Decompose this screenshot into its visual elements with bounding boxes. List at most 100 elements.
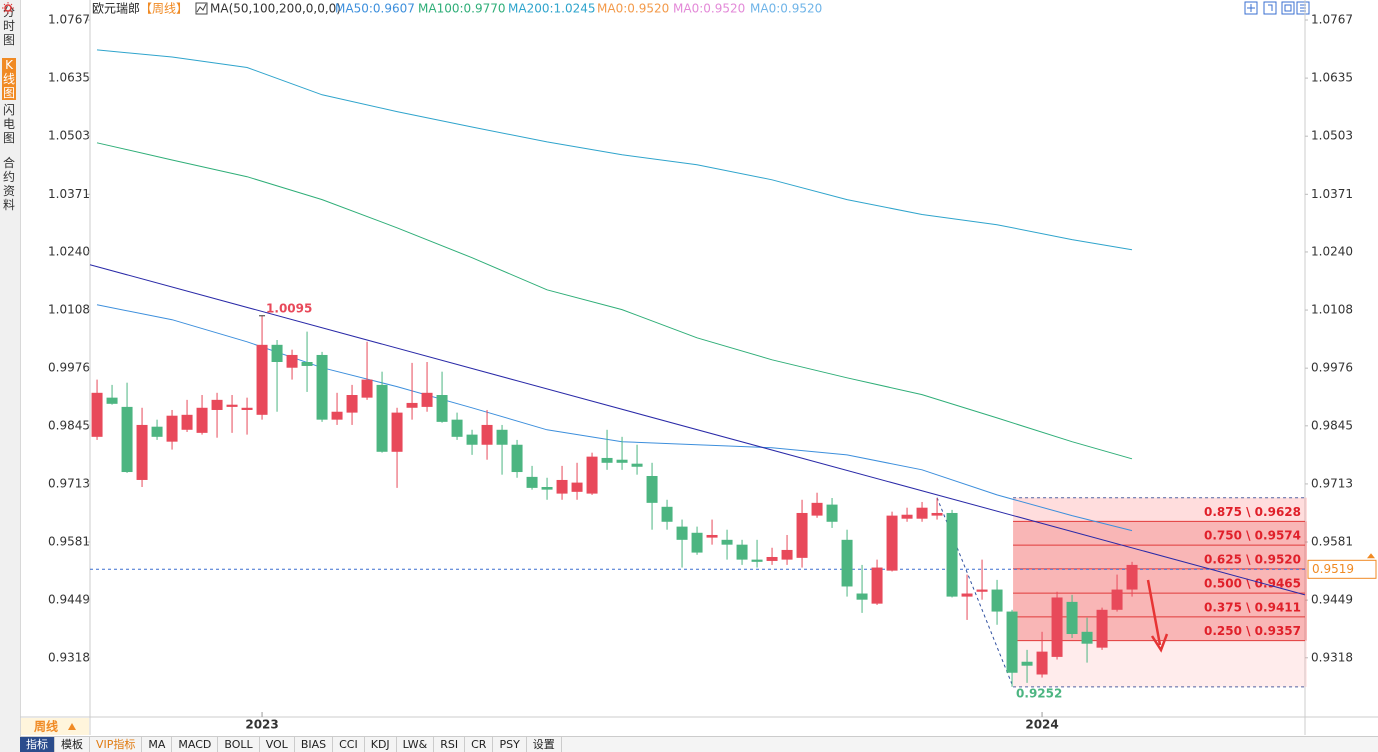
candle-body bbox=[616, 459, 628, 463]
candle-body bbox=[796, 512, 808, 558]
toolbar-button[interactable]: BIAS bbox=[295, 737, 334, 752]
y-tick-label-right: 0.9581 bbox=[1311, 535, 1353, 549]
fib-label: 0.875 \ 0.9628 bbox=[1204, 505, 1301, 519]
y-tick-label: 0.9449 bbox=[48, 593, 90, 607]
y-tick-label: 1.0371 bbox=[48, 187, 90, 201]
candle-body bbox=[241, 407, 253, 410]
toolbar-button[interactable]: 模板 bbox=[55, 737, 90, 752]
toolbar-button[interactable]: KDJ bbox=[365, 737, 397, 752]
candle-body bbox=[601, 457, 613, 463]
candle-body bbox=[526, 476, 538, 488]
candle-body bbox=[991, 589, 1003, 612]
candle-body bbox=[931, 512, 943, 516]
candle-body bbox=[226, 404, 238, 407]
toolbar-button[interactable]: BOLL bbox=[218, 737, 260, 752]
candle-body bbox=[916, 507, 928, 519]
y-tick-label: 1.0635 bbox=[48, 71, 90, 85]
candle-body bbox=[871, 567, 883, 604]
y-tick-label-right: 1.0767 bbox=[1311, 13, 1353, 27]
candle-body bbox=[1096, 609, 1108, 648]
sidebar-tab[interactable]: 闪电图 bbox=[2, 103, 15, 145]
candle-body bbox=[466, 434, 478, 445]
candle-body bbox=[376, 384, 388, 452]
toolbar-button[interactable]: VOL bbox=[260, 737, 295, 752]
toolbar-button[interactable]: CCI bbox=[333, 737, 365, 752]
trendline bbox=[89, 264, 1306, 596]
y-tick-label: 1.0503 bbox=[48, 129, 90, 143]
toolbar-button[interactable]: 设置 bbox=[527, 737, 562, 752]
candle-body bbox=[196, 407, 208, 433]
period-arrow bbox=[68, 723, 76, 730]
candle-body bbox=[271, 344, 283, 362]
candle-body bbox=[256, 344, 268, 415]
candle-body bbox=[346, 395, 358, 413]
toolbar-button[interactable]: 指标 bbox=[20, 737, 55, 752]
y-tick-label: 0.9976 bbox=[48, 361, 90, 375]
y-tick-label: 1.0767 bbox=[48, 13, 90, 27]
candle-body bbox=[166, 415, 178, 442]
y-tick-label-right: 0.9713 bbox=[1311, 476, 1353, 490]
legend-entry: MA200:1.0245 bbox=[508, 2, 596, 16]
candle-body bbox=[91, 392, 103, 437]
y-tick-label-right: 1.0635 bbox=[1311, 71, 1353, 85]
fib-label: 0.375 \ 0.9411 bbox=[1204, 600, 1301, 614]
period-button[interactable]: 周线 bbox=[34, 719, 58, 734]
legend-entry: MA0:0.9520 bbox=[750, 2, 822, 16]
chart: 欧元瑞郎 【周线】 MA(50,100,200,0,0,0)MA50:0.9607 M… bbox=[2, 0, 1378, 735]
candle-body bbox=[706, 534, 718, 538]
toolbar-button[interactable]: MA bbox=[142, 737, 173, 752]
x-tick-label: 2024 bbox=[1025, 718, 1058, 732]
toolbar-button[interactable]: LW& bbox=[397, 737, 435, 752]
fib-label: 0.500 \ 0.9465 bbox=[1204, 577, 1301, 591]
candle-body bbox=[721, 539, 733, 545]
candle-body bbox=[181, 414, 193, 430]
legend-entry: MA0:0.9520 bbox=[673, 2, 745, 16]
y-tick-label: 0.9581 bbox=[48, 535, 90, 549]
candle-body bbox=[886, 515, 898, 571]
toolbar-button[interactable]: VIP指标 bbox=[90, 737, 143, 752]
y-tick-label-right: 1.0371 bbox=[1311, 187, 1353, 201]
candle-body bbox=[451, 419, 463, 437]
toolbar-button[interactable]: RSI bbox=[434, 737, 466, 752]
ma-icon bbox=[195, 2, 208, 15]
fib-zone bbox=[1013, 497, 1307, 522]
candle-body bbox=[691, 532, 703, 553]
sidebar: 分时图 K线图闪电图合约资料 bbox=[0, 0, 21, 752]
candle-body bbox=[1021, 661, 1033, 666]
low-label: 0.9252 bbox=[1016, 686, 1062, 700]
fib-label: 0.250 \ 0.9357 bbox=[1204, 624, 1301, 638]
candle-body bbox=[1066, 601, 1078, 635]
candle-body bbox=[211, 399, 223, 410]
candle-body bbox=[1006, 611, 1018, 673]
candle-body bbox=[661, 506, 673, 522]
candle-body bbox=[1036, 651, 1048, 675]
x-tick-label: 2023 bbox=[245, 718, 278, 732]
sidebar-tab[interactable]: 分时图 bbox=[2, 5, 15, 47]
sidebar-tab[interactable]: 合约资料 bbox=[2, 156, 15, 212]
candle-body bbox=[406, 402, 418, 408]
candle-body bbox=[961, 593, 973, 597]
candle-body bbox=[736, 544, 748, 560]
y-tick-label-right: 0.9976 bbox=[1311, 361, 1353, 375]
candle-body bbox=[766, 556, 778, 561]
fib-label: 0.625 \ 0.9520 bbox=[1204, 552, 1301, 566]
toolbar-button[interactable]: CR bbox=[465, 737, 494, 752]
period-button-bg bbox=[21, 718, 89, 735]
legend-entry: MA100:0.9770 bbox=[418, 2, 506, 16]
y-tick-label: 1.0240 bbox=[48, 244, 90, 258]
candle-body bbox=[586, 456, 598, 494]
fib-label: 0.750 \ 0.9574 bbox=[1204, 529, 1301, 543]
candle-body bbox=[976, 589, 988, 592]
candle-body bbox=[1111, 589, 1123, 610]
toolbar-button[interactable]: MACD bbox=[172, 737, 219, 752]
y-tick-label-right: 1.0240 bbox=[1311, 244, 1353, 258]
y-tick-label-right: 1.0503 bbox=[1311, 129, 1353, 143]
y-tick-label-right: 1.0108 bbox=[1311, 303, 1353, 317]
window-icons[interactable] bbox=[1244, 1, 1310, 15]
candle-body bbox=[136, 424, 148, 480]
candle-body bbox=[811, 502, 823, 516]
candle-body bbox=[436, 395, 448, 422]
sidebar-tab[interactable]: K线图 bbox=[2, 58, 16, 100]
toolbar-button[interactable]: PSY bbox=[493, 737, 527, 752]
